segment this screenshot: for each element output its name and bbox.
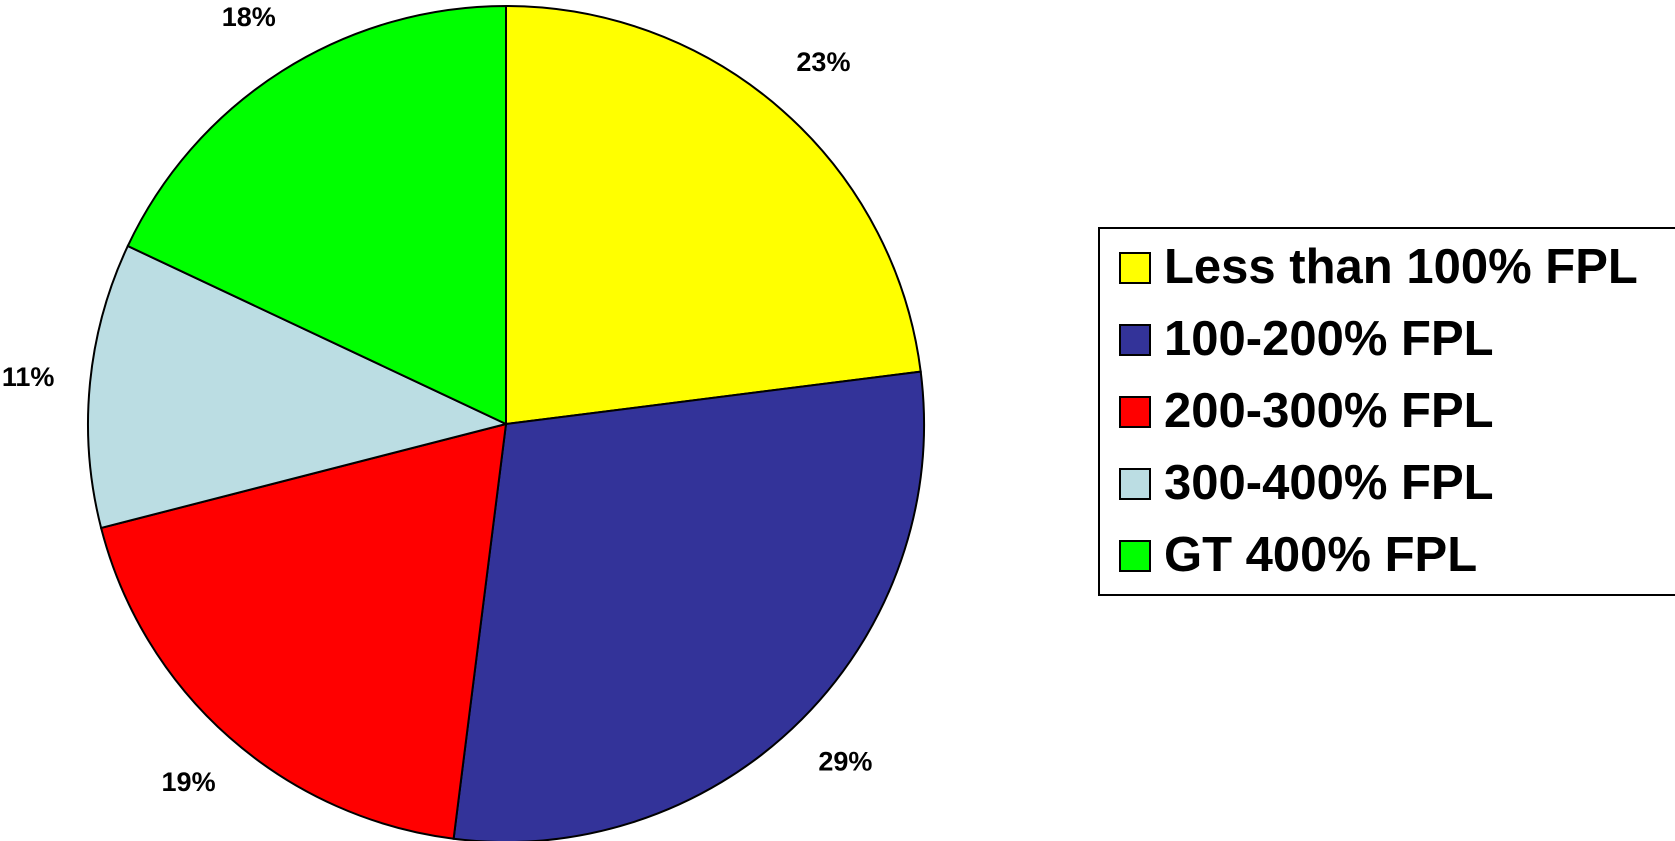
data-label: 23%: [796, 47, 850, 77]
legend-swatch: [1119, 396, 1151, 428]
pie-slice: [505, 4, 922, 426]
data-label: 11%: [2, 362, 55, 392]
legend-swatch: [1119, 540, 1151, 572]
pie-slice: [452, 370, 925, 841]
pie-slice: [99, 422, 508, 840]
legend-box: [1098, 227, 1675, 596]
legend-label: Less than 100% FPL: [1164, 240, 1638, 294]
legend-label: 100-200% FPL: [1164, 312, 1494, 366]
legend-label: 200-300% FPL: [1164, 384, 1494, 438]
legend-swatch: [1119, 324, 1151, 356]
data-label: 29%: [818, 747, 872, 777]
data-label: 19%: [162, 767, 216, 797]
legend-swatch: [1119, 468, 1151, 500]
pie-slice: [87, 244, 509, 530]
legend-label: GT 400% FPL: [1164, 528, 1477, 582]
legend-label: 300-400% FPL: [1164, 456, 1494, 510]
pie-slice: [126, 4, 507, 426]
legend-swatch: [1119, 252, 1151, 284]
data-label: 18%: [222, 2, 276, 32]
